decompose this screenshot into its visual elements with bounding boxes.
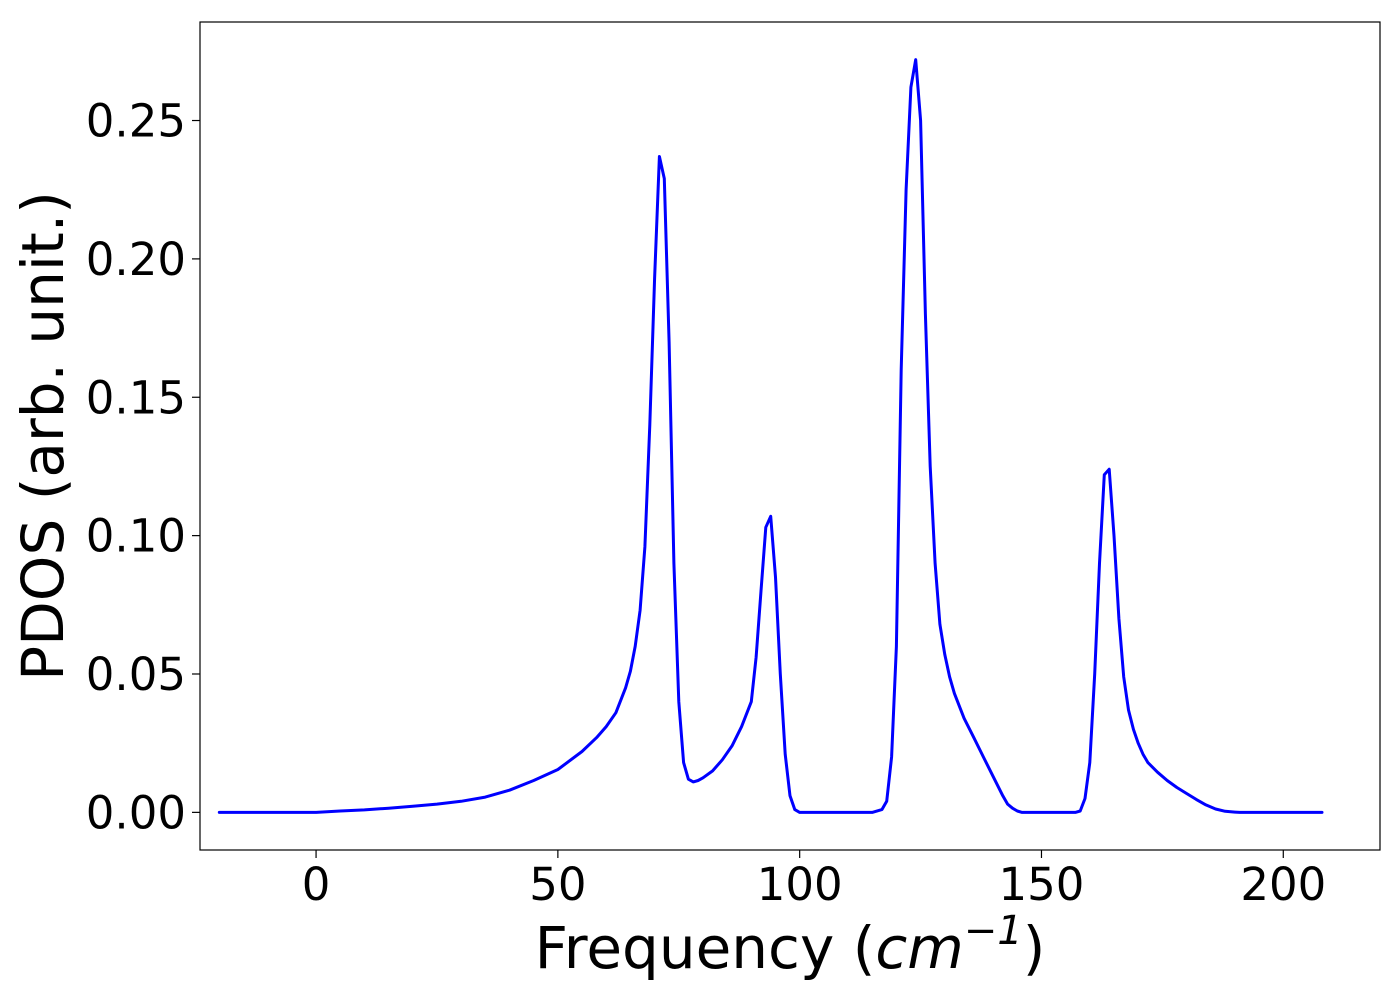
x-tick-label: 200 xyxy=(1240,858,1326,911)
x-tick-label: 100 xyxy=(757,858,843,911)
y-tick-label: 0.05 xyxy=(86,648,186,701)
x-tick-label: 150 xyxy=(999,858,1085,911)
x-axis-title-unit: cm xyxy=(875,914,963,982)
x-axis-title-prefix: Frequency ( xyxy=(535,914,876,982)
x-tick-label: 0 xyxy=(302,858,331,911)
y-tick-label: 0.15 xyxy=(86,371,186,424)
x-axis-title-unit-exponent: −1 xyxy=(964,908,1023,954)
axes-frame xyxy=(199,21,1381,851)
y-tick-label: 0.25 xyxy=(86,95,186,148)
y-axis-title: PDOS (arb. unit.) xyxy=(9,191,77,681)
plot-area xyxy=(217,58,1324,814)
y-tick-label: 0.20 xyxy=(86,233,186,286)
x-axis-title-suffix: ) xyxy=(1023,914,1046,982)
y-tick-label: 0.00 xyxy=(86,786,186,839)
pdos-series-line xyxy=(217,58,1324,814)
x-axis-title: Frequency (cm−1) xyxy=(535,908,1046,982)
y-tick-label: 0.10 xyxy=(86,510,186,563)
x-tick-label: 50 xyxy=(529,858,586,911)
x-axis-ticks: 0 50 100 150 200 xyxy=(302,850,1326,911)
y-axis-ticks: 0.00 0.05 0.10 0.15 0.20 0.25 xyxy=(86,95,200,839)
